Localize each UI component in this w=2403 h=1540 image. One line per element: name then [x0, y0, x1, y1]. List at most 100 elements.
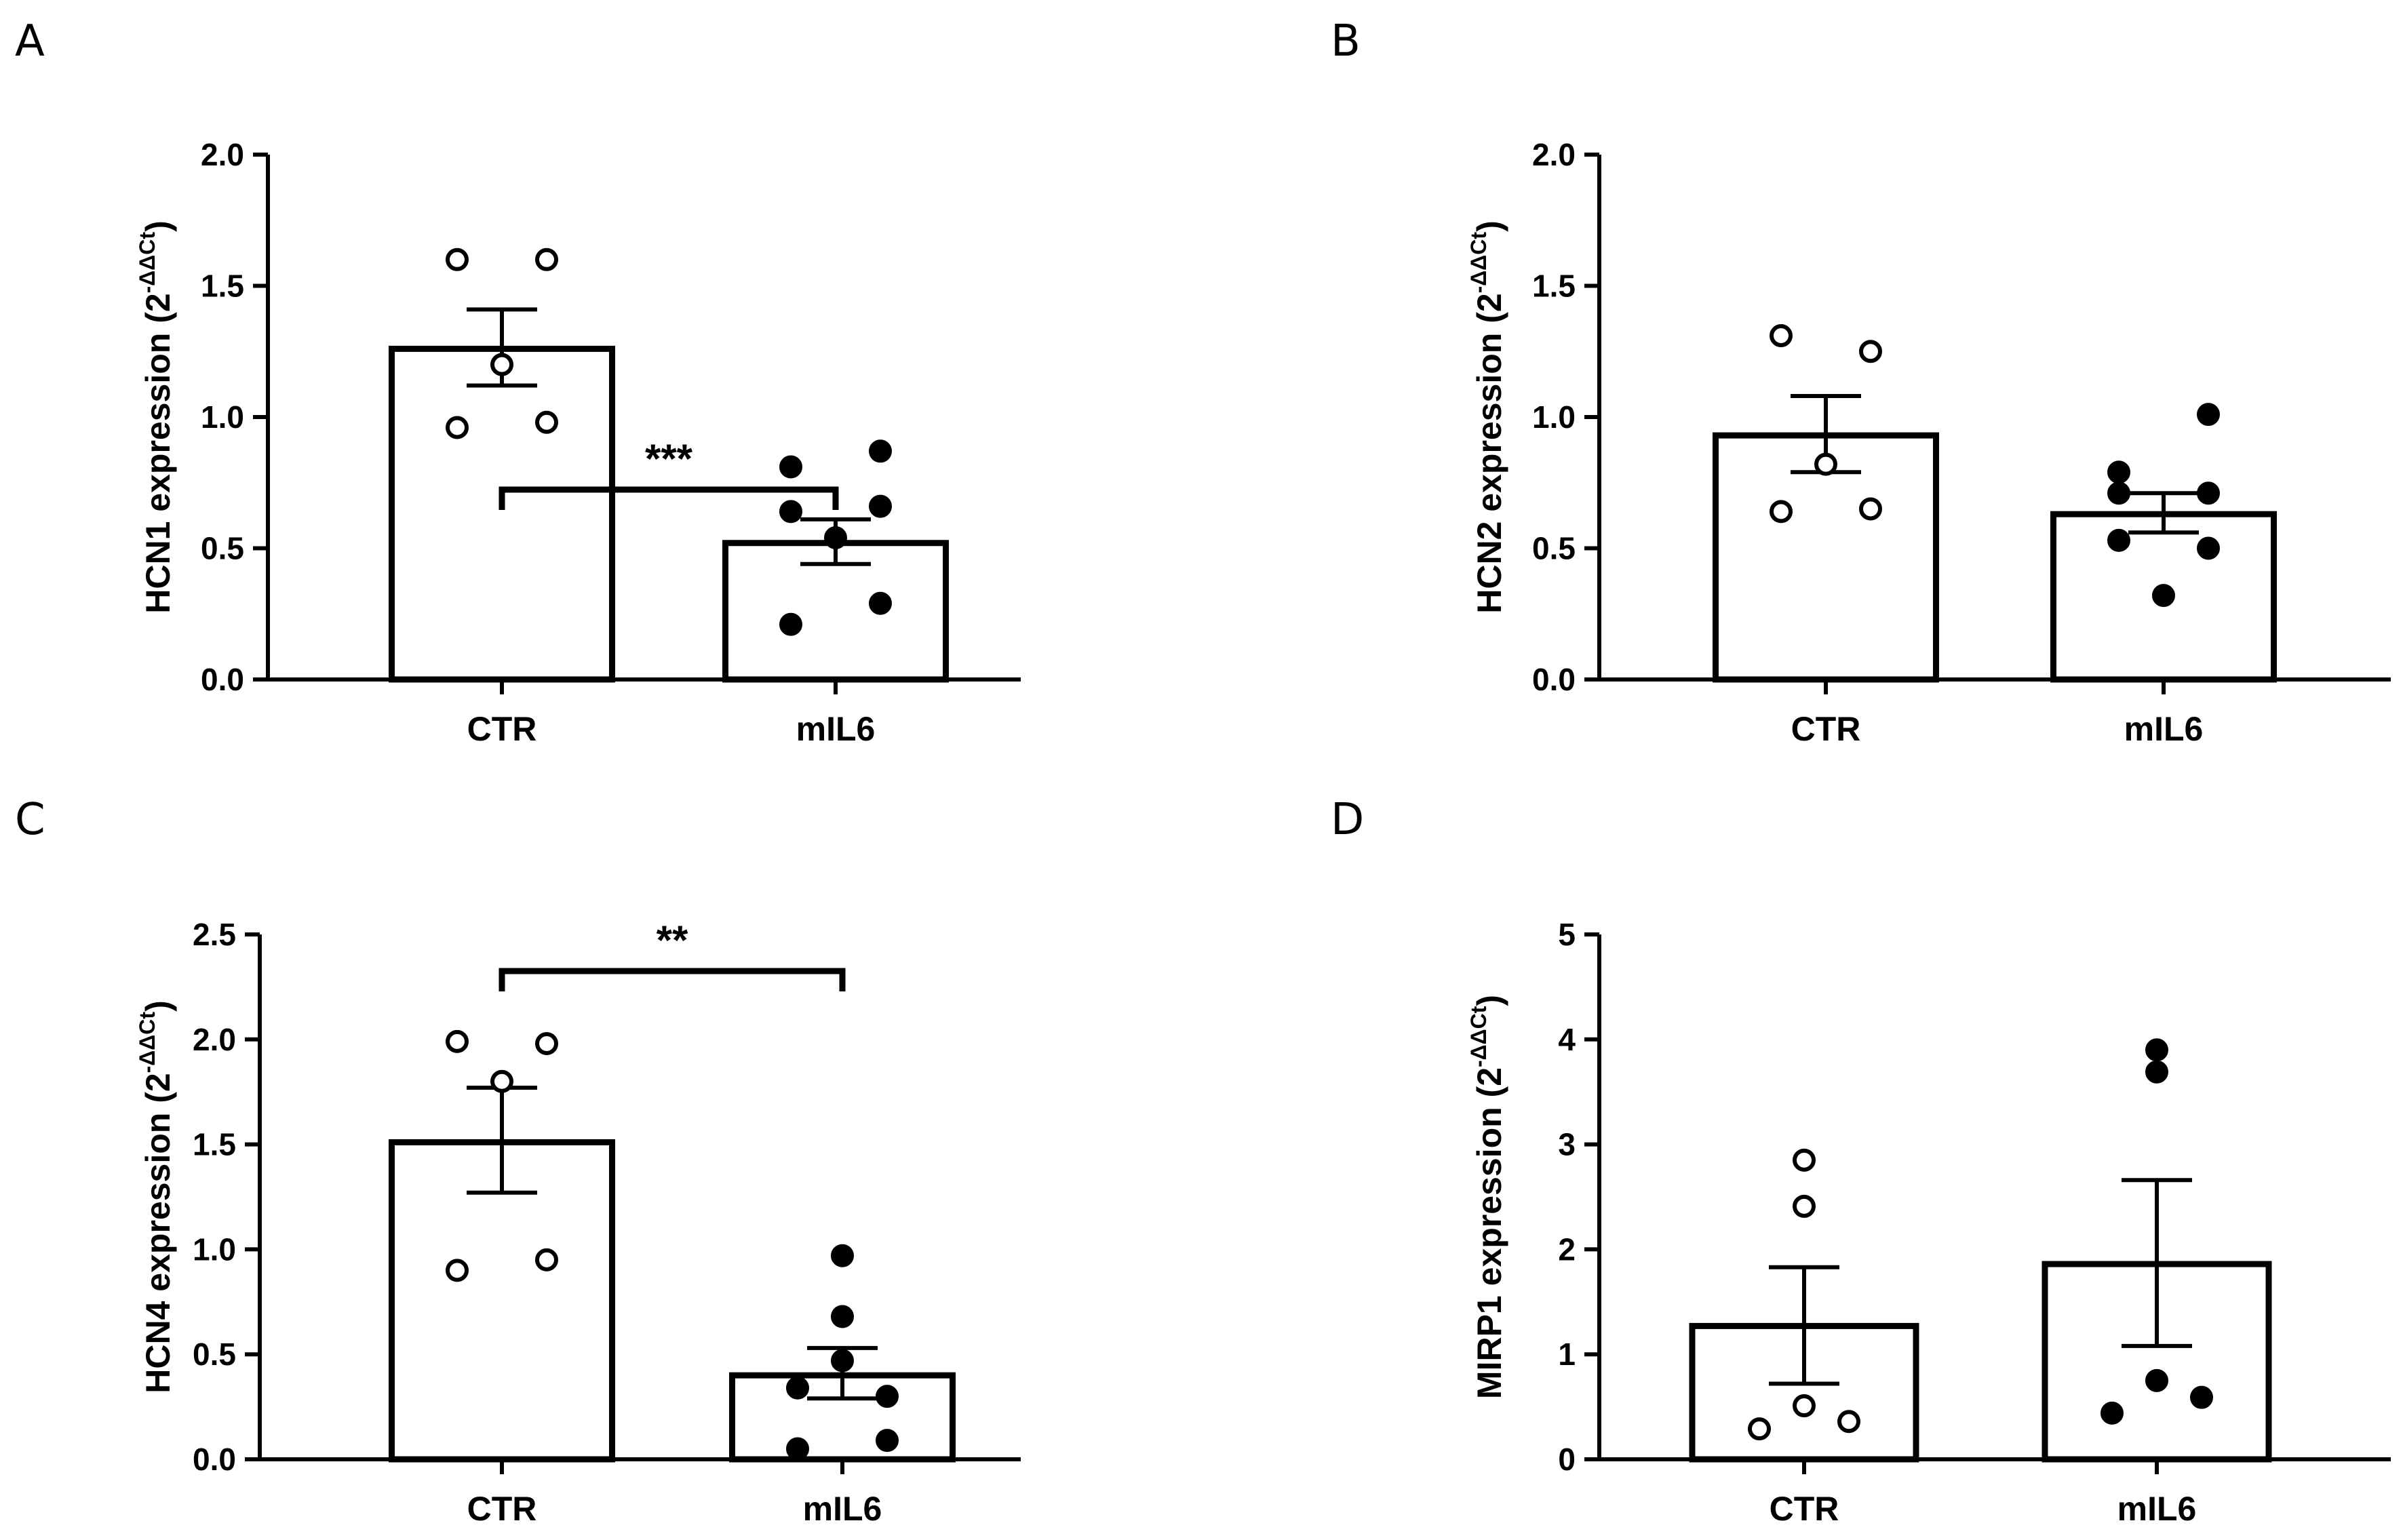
- data-point-ctr: [490, 1069, 513, 1093]
- x-tick-label-mil6: mIL6: [2117, 1490, 2197, 1528]
- data-point-ctr: [1837, 1410, 1860, 1434]
- y-tick-label: 0.0: [201, 662, 244, 697]
- data-point-ctr: [535, 1031, 558, 1055]
- data-point-ctr: [1859, 340, 1882, 363]
- chart-panel-a: 0.0 0.5 1.0 1.5 2.0 CTR mIL6 HCN1 expression (2…: [135, 137, 1021, 748]
- data-point-mil6: [2197, 481, 2220, 505]
- data-point-mil6: [831, 1244, 854, 1267]
- y-tick-label: 1.0: [201, 399, 244, 435]
- y-axis-label: HCN1 expression (2-ΔΔCt): [135, 220, 177, 613]
- x-tick-label-ctr: CTR: [467, 710, 537, 748]
- bar-ctr: [389, 345, 615, 683]
- y-tick-label: 1.0: [1532, 399, 1576, 435]
- chart-panel-d: 0 1 2 3 4 5 CTR mIL6 MIRP1 expression (2-ΔΔCt): [1466, 917, 2391, 1528]
- y-axis-label-text: MIRP1 expression (2: [1470, 1067, 1508, 1399]
- y-axis-label-exponent: -ΔΔCt: [1466, 1006, 1491, 1067]
- y-tick-label: 1.5: [1532, 269, 1576, 304]
- y-tick-label: 2.0: [1532, 137, 1576, 172]
- data-point-ctr: [1793, 1394, 1816, 1418]
- y-axis-label-close: ): [139, 220, 177, 232]
- y-tick-label: 1: [1558, 1337, 1576, 1372]
- data-point-mil6: [2107, 528, 2130, 552]
- data-point-ctr: [1770, 324, 1793, 348]
- error-bar-mil6: [2122, 1178, 2192, 1348]
- data-point-mil6: [2145, 1368, 2168, 1392]
- significance-bracket: [499, 968, 846, 991]
- data-point-mil6: [2145, 1060, 2168, 1084]
- chart-panel-c: 0.0 0.5 1.0 1.5 2.0 2.5 CTR mIL6 HCN4 expression…: [135, 917, 1021, 1528]
- data-point-mil6: [876, 1429, 899, 1453]
- x-tick-label-mil6: mIL6: [2124, 710, 2204, 748]
- panel-letter-a: A: [15, 16, 45, 66]
- data-point-mil6: [869, 494, 892, 518]
- data-point-ctr: [1793, 1194, 1816, 1218]
- data-point-ctr: [446, 416, 469, 439]
- y-axis-label-close: ): [1470, 995, 1508, 1006]
- significance-label: **: [657, 917, 688, 963]
- y-tick-label: 0.5: [201, 531, 244, 566]
- significance-bracket-line: [499, 486, 839, 510]
- data-point-ctr: [446, 1029, 469, 1053]
- panel-letter-b: B: [1331, 16, 1361, 66]
- x-tick-label-ctr: CTR: [467, 1490, 537, 1528]
- data-point-ctr: [1793, 1148, 1816, 1172]
- y-axis-label-text: HCN4 expression (2: [139, 1073, 177, 1393]
- data-point-ctr: [535, 248, 558, 271]
- data-point-ctr: [446, 1259, 469, 1282]
- bar-ctr: [389, 1139, 615, 1463]
- data-point-mil6: [2107, 460, 2130, 484]
- significance-label: ***: [645, 436, 693, 481]
- data-point-ctr: [446, 248, 469, 271]
- x-tick-label-mil6: mIL6: [796, 710, 876, 748]
- y-axis-label-exponent: -ΔΔCt: [135, 232, 159, 294]
- data-point-ctr: [535, 1248, 558, 1271]
- data-point-mil6: [779, 500, 802, 524]
- y-axis-label-close: ): [1470, 220, 1508, 232]
- y-tick-label: 2.0: [193, 1022, 236, 1057]
- data-point-mil6: [786, 1437, 809, 1461]
- data-point-mil6: [869, 439, 892, 463]
- significance-bracket: [499, 486, 839, 510]
- data-point-mil6: [869, 591, 892, 615]
- y-tick-label: 2: [1558, 1231, 1576, 1267]
- y-tick-label: 0.0: [1532, 662, 1576, 697]
- y-tick-label: 0: [1558, 1442, 1576, 1477]
- y-tick-label: 1.5: [193, 1127, 236, 1162]
- data-point-mil6: [876, 1385, 899, 1408]
- data-point-mil6: [779, 455, 802, 479]
- data-point-mil6: [2197, 403, 2220, 427]
- y-tick-label: 4: [1558, 1022, 1576, 1057]
- y-axis-label-close: ): [139, 1000, 177, 1012]
- y-tick-label: 0.5: [193, 1337, 236, 1372]
- data-point-mil6: [2190, 1385, 2213, 1409]
- data-point-mil6: [831, 1349, 854, 1373]
- y-axis-label-exponent: -ΔΔCt: [1466, 232, 1491, 294]
- panel-letter-c: C: [15, 795, 45, 845]
- data-point-mil6: [786, 1376, 809, 1400]
- data-point-mil6: [2152, 584, 2175, 608]
- y-tick-label: 3: [1558, 1127, 1576, 1162]
- y-axis-label: MIRP1 expression (2-ΔΔCt): [1466, 995, 1508, 1399]
- data-point-ctr: [1814, 452, 1837, 476]
- y-axis-label-exponent: -ΔΔCt: [135, 1012, 159, 1073]
- data-point-mil6: [779, 612, 802, 636]
- data-point-mil6: [2101, 1401, 2124, 1425]
- y-tick-label: 2.0: [201, 137, 244, 172]
- data-point-mil6: [2107, 481, 2130, 505]
- y-tick-label: 1.5: [201, 269, 244, 304]
- y-tick-label: 1.0: [193, 1231, 236, 1267]
- panel-letter-d: D: [1331, 795, 1364, 845]
- error-bar-ctr: [1769, 1265, 1839, 1386]
- data-point-ctr: [1859, 497, 1882, 521]
- chart-panel-b: 0.0 0.5 1.0 1.5 2.0 CTR mIL6 HCN2 expression (2…: [1466, 137, 2391, 748]
- data-point-ctr: [1748, 1417, 1771, 1441]
- data-point-mil6: [2145, 1038, 2168, 1062]
- y-tick-label: 0.5: [1532, 531, 1576, 566]
- data-point-ctr: [490, 353, 513, 376]
- data-point-mil6: [831, 1305, 854, 1328]
- significance-bracket-line: [499, 968, 846, 991]
- data-point-ctr: [1770, 500, 1793, 524]
- x-tick-label-ctr: CTR: [1770, 1490, 1839, 1528]
- y-tick-label: 2.5: [193, 917, 236, 952]
- data-point-mil6: [824, 526, 847, 550]
